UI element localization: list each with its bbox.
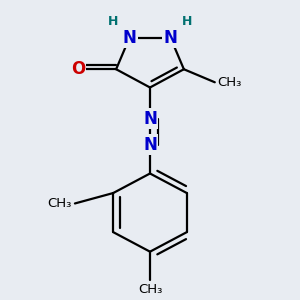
Text: O: O <box>71 60 85 78</box>
Text: CH₃: CH₃ <box>138 283 162 296</box>
Text: N: N <box>143 136 157 154</box>
Text: N: N <box>143 110 157 128</box>
Text: CH₃: CH₃ <box>218 76 242 89</box>
Text: N: N <box>122 29 136 47</box>
Text: CH₃: CH₃ <box>48 197 72 210</box>
Text: N: N <box>164 29 178 47</box>
Text: H: H <box>182 15 192 28</box>
Text: H: H <box>108 15 119 28</box>
